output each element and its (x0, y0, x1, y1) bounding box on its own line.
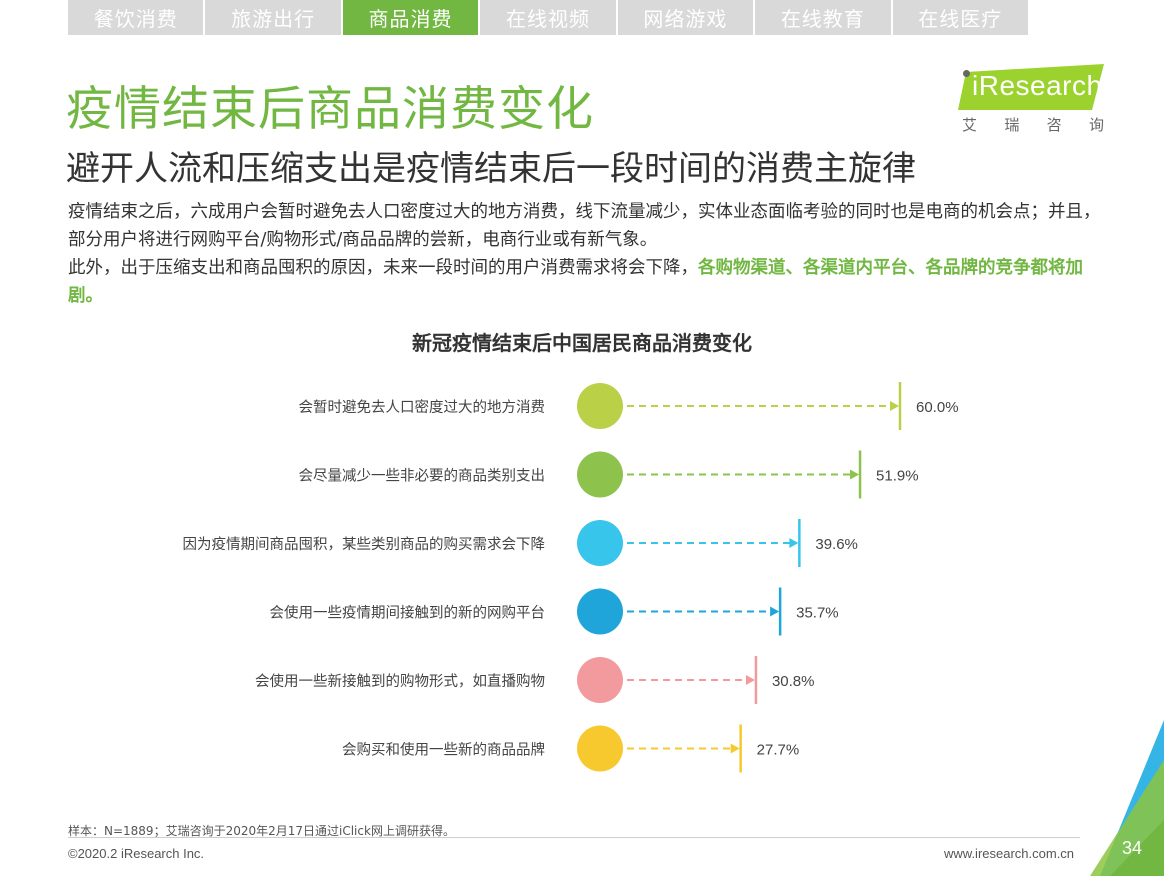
category-label: 会暂时避免去人口密度过大的地方消费 (299, 399, 546, 416)
value-label: 39.6% (815, 536, 858, 553)
summary-paragraph-2: 此外，出于压缩支出和商品囤积的原因，未来一段时间的用户消费需求将会下降，各购物渠… (68, 254, 1108, 310)
logo-i-dot (963, 70, 970, 77)
tab-travel[interactable]: 旅游出行 (205, 0, 341, 35)
sample-note: 样本：N=1889；艾瑞咨询于2020年2月17日通过iClick网上调研获得。 (68, 824, 455, 838)
logo-subtitle: 艾 瑞 咨 询 (962, 114, 1104, 135)
category-label: 会使用一些新接触到的购物形式，如直播购物 (255, 673, 545, 690)
arrow-head (745, 675, 755, 685)
value-label: 30.8% (772, 673, 815, 690)
tab-online-medical[interactable]: 在线医疗 (892, 0, 1028, 35)
category-label: 会尽量减少一些非必要的商品类别支出 (299, 468, 546, 485)
logo-sub-char: 瑞 (1004, 116, 1020, 134)
tab-online-education[interactable]: 在线教育 (755, 0, 891, 35)
arrow-head (789, 538, 799, 548)
summary-text: 疫情结束之后，六成用户会暂时避免去人口密度过大的地方消费，线下流量减少，实体业态… (68, 198, 1108, 310)
tab-goods[interactable]: 商品消费 (342, 0, 479, 35)
tab-catering[interactable]: 餐饮消费 (68, 0, 204, 35)
category-dot (577, 588, 623, 635)
iresearch-logo: iResearch 艾 瑞 咨 询 (958, 64, 1104, 136)
tab-online-games[interactable]: 网络游戏 (617, 0, 754, 35)
value-label: 35.7% (796, 605, 839, 622)
website-link[interactable]: www.iresearch.com.cn (944, 846, 1075, 861)
logo-sub-char: 艾 (962, 116, 978, 134)
category-dot (577, 657, 623, 703)
arrow-head (730, 743, 740, 754)
copyright-text: ©2020.2 iResearch Inc. (68, 846, 205, 861)
chart-title: 新冠疫情结束后中国居民商品消费变化 (412, 331, 752, 355)
arrow-head (850, 469, 860, 480)
logo-band (958, 64, 1104, 110)
logo-brand-text: iResearch (972, 70, 1103, 101)
corner-decoration (1090, 720, 1164, 876)
category-tabs: 餐饮消费 旅游出行 商品消费 在线视频 网络游戏 在线教育 在线医疗 (68, 0, 1028, 35)
logo-sub-char: 咨 (1046, 116, 1062, 134)
category-dot (577, 383, 623, 429)
category-label: 会使用一些疫情期间接触到的新的网购平台 (270, 605, 546, 622)
category-label: 会购买和使用一些新的商品品牌 (342, 742, 545, 759)
logo-sub-char: 询 (1088, 116, 1104, 134)
category-label: 因为疫情期间商品囤积，某些类别商品的购买需求会下降 (183, 536, 546, 553)
arrow-head (770, 606, 780, 617)
category-dot (577, 451, 623, 498)
summary-plain-text: 此外，出于压缩支出和商品囤积的原因，未来一段时间的用户消费需求将会下降， (68, 258, 698, 278)
value-label: 27.7% (757, 742, 800, 759)
arrow-head (890, 401, 899, 411)
value-label: 60.0% (916, 399, 959, 416)
summary-highlight-text: 各购物渠道、各渠道内平台、各品牌的竞争都将加剧。 (68, 258, 1083, 306)
page-number: 34 (1121, 838, 1143, 858)
tab-online-video[interactable]: 在线视频 (480, 0, 616, 35)
value-label: 51.9% (876, 468, 919, 485)
footer-divider (68, 837, 1080, 838)
category-dot (577, 520, 623, 566)
summary-paragraph-1: 疫情结束之后，六成用户会暂时避免去人口密度过大的地方消费，线下流量减少，实体业态… (68, 202, 1101, 250)
category-dot (577, 725, 623, 772)
page-subtitle: 避开人流和压缩支出是疫情结束后一段时间的消费主旋律 (66, 149, 916, 189)
page-title: 疫情结束后商品消费变化 (66, 82, 594, 137)
